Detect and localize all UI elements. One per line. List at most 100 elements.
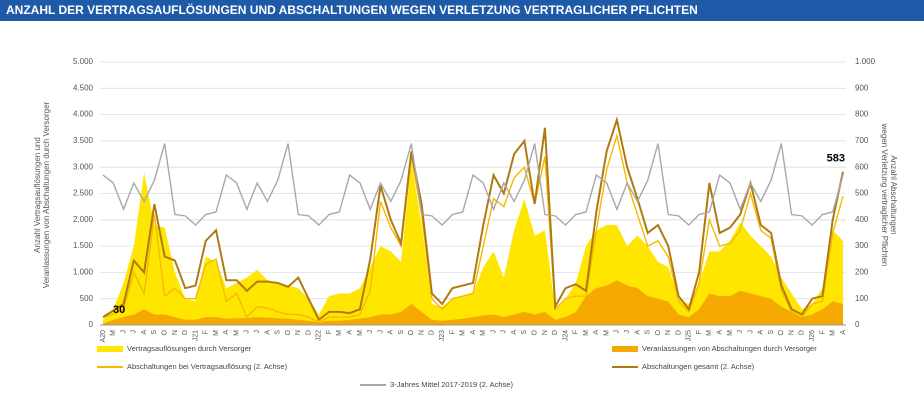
- y-tick-label: 5.000: [73, 57, 94, 66]
- y-tick-label: 3.000: [73, 162, 94, 171]
- x-tick-label: A: [634, 330, 641, 335]
- y2-tick-label: 100: [855, 294, 869, 303]
- legend-label: Abschaltungen gesamt (2. Achse): [642, 362, 755, 371]
- x-tick-label: O: [532, 329, 539, 335]
- x-tick-label: M: [603, 330, 610, 336]
- y-tick-label: 2.000: [73, 215, 94, 224]
- x-tick-label: O: [162, 329, 169, 335]
- x-tick-label: F: [203, 330, 210, 334]
- x-tick-label: J: [367, 330, 374, 334]
- x-tick-label: A: [470, 330, 477, 335]
- x-tick-label: J26: [809, 330, 816, 341]
- x-tick-label: A: [717, 330, 724, 335]
- y2-axis-title: Anzahl Abschaltungen: [889, 155, 898, 234]
- x-tick-label: N: [172, 330, 179, 335]
- y2-tick-label: 700: [855, 136, 869, 145]
- y-tick-label: 500: [80, 294, 94, 303]
- x-tick-label: M: [357, 330, 364, 336]
- x-tick-label: N: [788, 330, 795, 335]
- y-tick-label: 4.000: [73, 110, 94, 119]
- y-tick-label: 0: [89, 320, 94, 329]
- y2-tick-label: 800: [855, 110, 869, 119]
- x-tick-label: S: [398, 330, 405, 335]
- y2-tick-label: 1.000: [855, 57, 876, 66]
- x-tick-label: J: [490, 330, 497, 334]
- x-tick-label: D: [675, 330, 682, 335]
- x-tick-label: A: [347, 330, 354, 335]
- x-tick-label: M: [727, 330, 734, 336]
- x-tick-label: J: [624, 330, 631, 334]
- y-tick-label: 3.500: [73, 136, 94, 145]
- x-tick-label: J25: [686, 330, 693, 341]
- data-label: 583: [827, 153, 845, 165]
- title-bar: [0, 0, 924, 21]
- x-tick-label: D: [799, 330, 806, 335]
- x-tick-label: J24: [562, 330, 569, 341]
- y2-tick-label: 0: [855, 320, 860, 329]
- x-tick-label: F: [449, 330, 456, 334]
- line: [102, 132, 844, 324]
- x-tick-label: J: [377, 330, 384, 334]
- x-tick-label: O: [285, 329, 292, 335]
- legend-swatch: [97, 346, 123, 352]
- legend-label: Veranlassungen von Abschaltungen durch V…: [642, 344, 817, 353]
- line: [102, 143, 844, 227]
- y-tick-label: 1.000: [73, 268, 94, 277]
- x-tick-label: D: [182, 330, 189, 335]
- x-tick-label: M: [583, 330, 590, 336]
- x-tick-label: S: [645, 330, 652, 335]
- x-tick-label: J: [501, 330, 508, 334]
- area: [103, 161, 843, 325]
- x-tick-label: S: [768, 330, 775, 335]
- legend-swatch: [612, 346, 638, 352]
- x-tick-label: J: [120, 330, 127, 334]
- y2-tick-label: 400: [855, 215, 869, 224]
- x-tick-label: D: [305, 330, 312, 335]
- x-tick-label: N: [542, 330, 549, 335]
- x-tick-label: A: [758, 330, 765, 335]
- line: [102, 116, 844, 322]
- x-tick-label: S: [275, 330, 282, 335]
- x-tick-label: M: [110, 330, 117, 336]
- x-tick-label: J: [254, 330, 261, 334]
- y-tick-label: 2.500: [73, 189, 94, 198]
- x-tick-label: A: [388, 330, 395, 335]
- y2-axis-title: wegen Verletzung vertraglicher Pflichten: [880, 123, 889, 267]
- x-tick-label: N: [295, 330, 302, 335]
- y2-tick-label: 900: [855, 83, 869, 92]
- x-tick-label: M: [480, 330, 487, 336]
- x-tick-label: N: [418, 330, 425, 335]
- x-tick-label: D: [429, 330, 436, 335]
- x-tick-label: A: [223, 330, 230, 335]
- x-tick-label: O: [408, 329, 415, 335]
- y2-tick-label: 600: [855, 162, 869, 171]
- x-tick-label: J: [244, 330, 251, 334]
- y2-tick-label: 500: [855, 189, 869, 198]
- area: [103, 280, 843, 325]
- x-tick-label: J: [614, 330, 621, 334]
- x-tick-label: J: [737, 330, 744, 334]
- x-tick-label: O: [778, 329, 785, 335]
- x-tick-label: J21: [192, 330, 199, 341]
- x-tick-label: M: [233, 330, 240, 336]
- x-tick-label: J23: [439, 330, 446, 341]
- y-tick-label: 1.500: [73, 241, 94, 250]
- data-label: 30: [113, 304, 125, 316]
- x-tick-label: S: [151, 330, 158, 335]
- x-tick-label: J: [131, 330, 138, 334]
- x-tick-label: N: [665, 330, 672, 335]
- legend-label: Abschaltungen bei Vertragsauflösung (2. …: [127, 362, 288, 371]
- y-axis-title: Anzahl Vertragsauflösungen und: [33, 137, 42, 253]
- x-tick-label: A: [840, 330, 847, 335]
- x-tick-label: A: [511, 330, 518, 335]
- x-tick-label: A: [264, 330, 271, 335]
- x-tick-label: M: [706, 330, 713, 336]
- x-tick-label: F: [696, 330, 703, 334]
- x-tick-label: S: [521, 330, 528, 335]
- x-tick-label: O: [655, 329, 662, 335]
- y2-tick-label: 200: [855, 268, 869, 277]
- x-tick-label: A: [141, 330, 148, 335]
- x-tick-label: F: [326, 330, 333, 334]
- x-tick-label: F: [573, 330, 580, 334]
